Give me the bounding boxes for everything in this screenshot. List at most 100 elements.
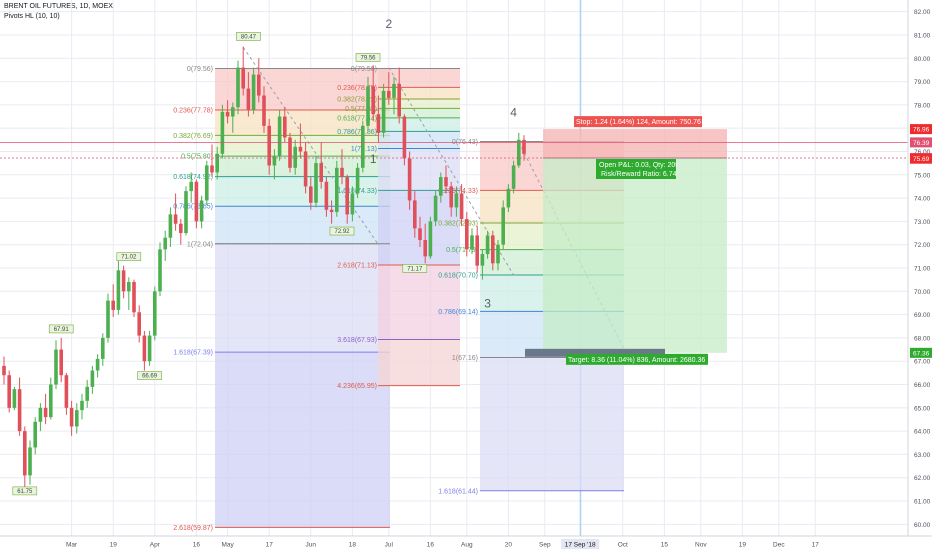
price-tick-label: 63.00 <box>914 452 931 459</box>
price-tick-label: 72.00 <box>914 242 931 249</box>
fib-1-level-label: 2.618(59.87) <box>173 525 213 532</box>
candle-body <box>23 431 27 476</box>
time-tick-label: Nov <box>695 542 707 549</box>
price-axis-layer: 60.00 61.00 62.00 63.00 64.00 65.00 66.00 67.00… <box>907 0 932 550</box>
pivot-label: 80.47 <box>241 34 257 40</box>
time-tick-label: 16 <box>193 542 201 549</box>
wave-label: 3 <box>484 297 491 311</box>
pivot-label: 61.75 <box>17 489 33 495</box>
wave-label: 1 <box>370 152 377 166</box>
price-tick-label: 61.00 <box>914 499 931 506</box>
price-tick-label: 76.00 <box>914 149 931 156</box>
candle-body <box>69 407 74 427</box>
candle-body <box>59 349 63 376</box>
price-tick-label: 68.00 <box>914 335 931 342</box>
indicator-legend[interactable]: Pivots HL (10, 10) <box>4 13 60 20</box>
fib-1-zone <box>215 156 390 177</box>
fib-1-level-label: 0.618(74.92) <box>173 174 213 181</box>
target-handle <box>525 348 665 357</box>
candle-body <box>428 221 433 257</box>
price-badge-bg <box>910 347 932 358</box>
price-tick-label: 81.00 <box>914 32 931 39</box>
fib-1-zone <box>215 176 390 207</box>
pivot-label: 71.17 <box>407 266 423 272</box>
price-tick-label: 64.00 <box>914 429 931 436</box>
fib-1-level-label: 0.382(76.69) <box>173 133 213 140</box>
time-tick-label: Mar <box>66 542 78 549</box>
candle-body <box>101 337 105 359</box>
fib-2-zone <box>378 339 460 386</box>
candle-body <box>75 410 79 427</box>
fib-2-level-label: 0(79.56) <box>351 66 377 73</box>
candles-layer <box>2 46 526 488</box>
candle-body <box>153 291 157 336</box>
price-tick-label: 66.00 <box>914 382 931 389</box>
candle-body <box>80 400 84 411</box>
candle-body <box>465 219 469 250</box>
price-tick-label: 67.00 <box>914 359 931 366</box>
time-tick-label: Jul <box>385 542 394 549</box>
fib-2-zone <box>378 131 460 149</box>
fib-3-level-label: 1.618(61.44) <box>438 488 478 495</box>
candle-body <box>371 86 375 115</box>
candle-body <box>387 90 391 98</box>
fib-2-level-label: 0.236(78.75) <box>337 85 377 92</box>
stop-zone <box>543 129 727 159</box>
trend-dash-1 <box>242 47 379 245</box>
pivot-label-bg <box>116 252 142 261</box>
time-axis-bg <box>0 536 932 550</box>
pivot-label: 66.69 <box>142 374 158 380</box>
price-tick-label: 71.00 <box>914 266 931 273</box>
crosshair-date-label: 17 Sep '18 <box>565 542 596 549</box>
pivot-label: 71.02 <box>121 255 137 261</box>
fib-1-level-label: 1.618(67.39) <box>173 350 213 357</box>
candle-body <box>376 114 381 133</box>
candle-body <box>329 209 334 213</box>
fib-1-zone <box>215 206 390 244</box>
position-tool-layer: Stop: 1.24 (1.64%) 124, Amount: 750.76 Op… <box>0 116 908 365</box>
fib-3-level-label: 0.236(74.33) <box>438 188 478 195</box>
candle-body <box>319 163 323 182</box>
candle-body <box>43 407 48 418</box>
candle-body <box>366 86 370 126</box>
candle-body <box>397 83 401 117</box>
target-label-bg <box>566 353 708 365</box>
candle-body <box>142 335 147 362</box>
fib-2-level-label: 0.382(78.25) <box>337 97 377 104</box>
candle-body <box>506 188 511 208</box>
candle-body <box>7 375 11 408</box>
time-tick-label: 15 <box>661 542 669 549</box>
fib-2-zone <box>378 117 460 132</box>
price-badge-bg <box>910 124 932 135</box>
candle-body <box>283 116 287 138</box>
candle-body <box>173 214 178 224</box>
fib-1-level-label: 1(72.04) <box>187 241 213 248</box>
price-axis-bg <box>908 0 932 550</box>
candle-body <box>85 386 89 401</box>
fib-3-level-label: 0.618(70.70) <box>438 272 478 279</box>
candle-body <box>262 95 266 126</box>
candle-body <box>423 240 427 257</box>
candle-body <box>413 200 417 229</box>
candle-body <box>288 137 292 168</box>
time-tick-label: Sep <box>539 542 551 549</box>
candle-body <box>485 235 490 255</box>
fib-2-zone <box>378 87 460 100</box>
symbol-title: BRENT OIL FUTURES, 1D, MOEX <box>4 3 113 10</box>
fib-2-zone <box>378 99 460 109</box>
fib-2-level-label: 0.786(76.86) <box>337 129 377 136</box>
candle-body <box>168 214 173 238</box>
candle-body <box>355 167 360 194</box>
candle-body <box>137 312 141 336</box>
time-axis-layer: Mar 19 Apr 16 May 17 Jun 18 Jul 16 Aug 20 Sep 17 Sep … <box>0 535 932 550</box>
candle-body <box>309 186 313 203</box>
candle-body <box>491 235 495 264</box>
candle-body <box>392 83 396 98</box>
candle-body <box>49 384 53 418</box>
candle-body <box>381 90 386 133</box>
target-zone <box>543 158 727 353</box>
candle-body <box>257 74 261 96</box>
candle-body <box>127 281 131 292</box>
pivot-label: 79.56 <box>360 55 376 61</box>
